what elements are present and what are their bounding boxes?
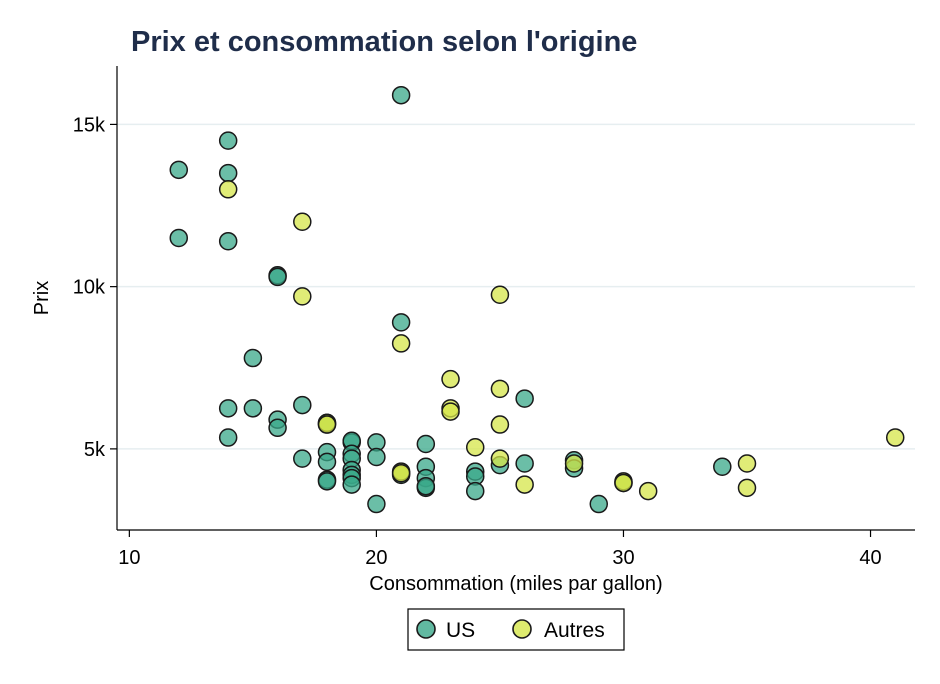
- data-point-autres: [391, 463, 411, 483]
- data-point-autres: [515, 475, 534, 494]
- data-point-us: [243, 348, 263, 368]
- data-point-autres: [614, 473, 633, 493]
- data-point-us: [367, 447, 386, 467]
- data-point-us: [515, 389, 534, 408]
- legend-label-us: US: [446, 619, 475, 642]
- data-point-us: [342, 475, 361, 494]
- data-point-autres: [737, 478, 757, 498]
- legend-marker-us: [416, 619, 436, 639]
- y-tick-label: 5k: [84, 439, 106, 461]
- data-point-autres: [490, 379, 510, 399]
- y-tick-label: 15k: [73, 114, 106, 136]
- y-axis-label: Prix: [31, 281, 53, 315]
- data-point-autres: [490, 415, 510, 434]
- x-axis-label: Consommation (miles par gallon): [369, 573, 662, 595]
- data-point-autres: [737, 454, 757, 473]
- data-point-autres: [317, 415, 337, 434]
- data-point-us: [367, 494, 386, 514]
- data-point-autres: [441, 402, 460, 421]
- x-tick-label: 10: [118, 547, 140, 569]
- data-point-us: [589, 494, 609, 514]
- data-point-us: [416, 476, 436, 496]
- data-point-autres: [638, 481, 658, 501]
- data-point-us: [218, 131, 238, 150]
- data-point-us: [293, 449, 312, 468]
- data-point-us: [218, 428, 238, 447]
- x-tick-label: 20: [365, 547, 387, 569]
- data-point-us: [268, 267, 287, 287]
- data-point-autres: [564, 454, 584, 473]
- data-point-us: [317, 472, 337, 491]
- data-point-us: [293, 395, 312, 415]
- y-tick-label: 10k: [73, 277, 106, 299]
- data-point-us: [243, 399, 263, 418]
- data-point-autres: [490, 449, 510, 468]
- data-point-autres: [441, 369, 460, 389]
- data-point-autres: [391, 334, 411, 353]
- data-point-us: [515, 454, 534, 473]
- x-tick-label: 30: [612, 547, 634, 569]
- data-point-us: [391, 313, 411, 332]
- data-point-autres: [465, 438, 485, 457]
- data-point-us: [317, 452, 337, 472]
- data-point-us: [465, 481, 485, 501]
- data-points: [169, 85, 905, 514]
- data-point-us: [416, 434, 436, 454]
- gridlines: [117, 123, 915, 450]
- axis-ticks: 5k 10k 15k 10 20 30 40: [73, 114, 882, 569]
- data-point-autres: [218, 180, 238, 199]
- data-point-us: [713, 457, 732, 476]
- data-point-us: [218, 231, 238, 251]
- legend-marker-autres: [512, 619, 532, 639]
- data-point-autres: [885, 428, 905, 447]
- data-point-autres: [293, 287, 312, 306]
- data-point-us: [169, 228, 189, 248]
- data-point-autres: [293, 212, 312, 231]
- data-point-us: [218, 163, 238, 183]
- legend-label-autres: Autres: [544, 619, 605, 642]
- x-tick-label: 40: [859, 547, 881, 569]
- data-point-us: [391, 85, 411, 105]
- data-point-autres: [490, 285, 510, 305]
- chart-title: Prix et consommation selon l'origine: [131, 26, 638, 58]
- legend: US Autres: [407, 608, 625, 651]
- data-point-us: [268, 418, 287, 438]
- data-point-us: [169, 160, 189, 180]
- data-point-us: [218, 399, 238, 418]
